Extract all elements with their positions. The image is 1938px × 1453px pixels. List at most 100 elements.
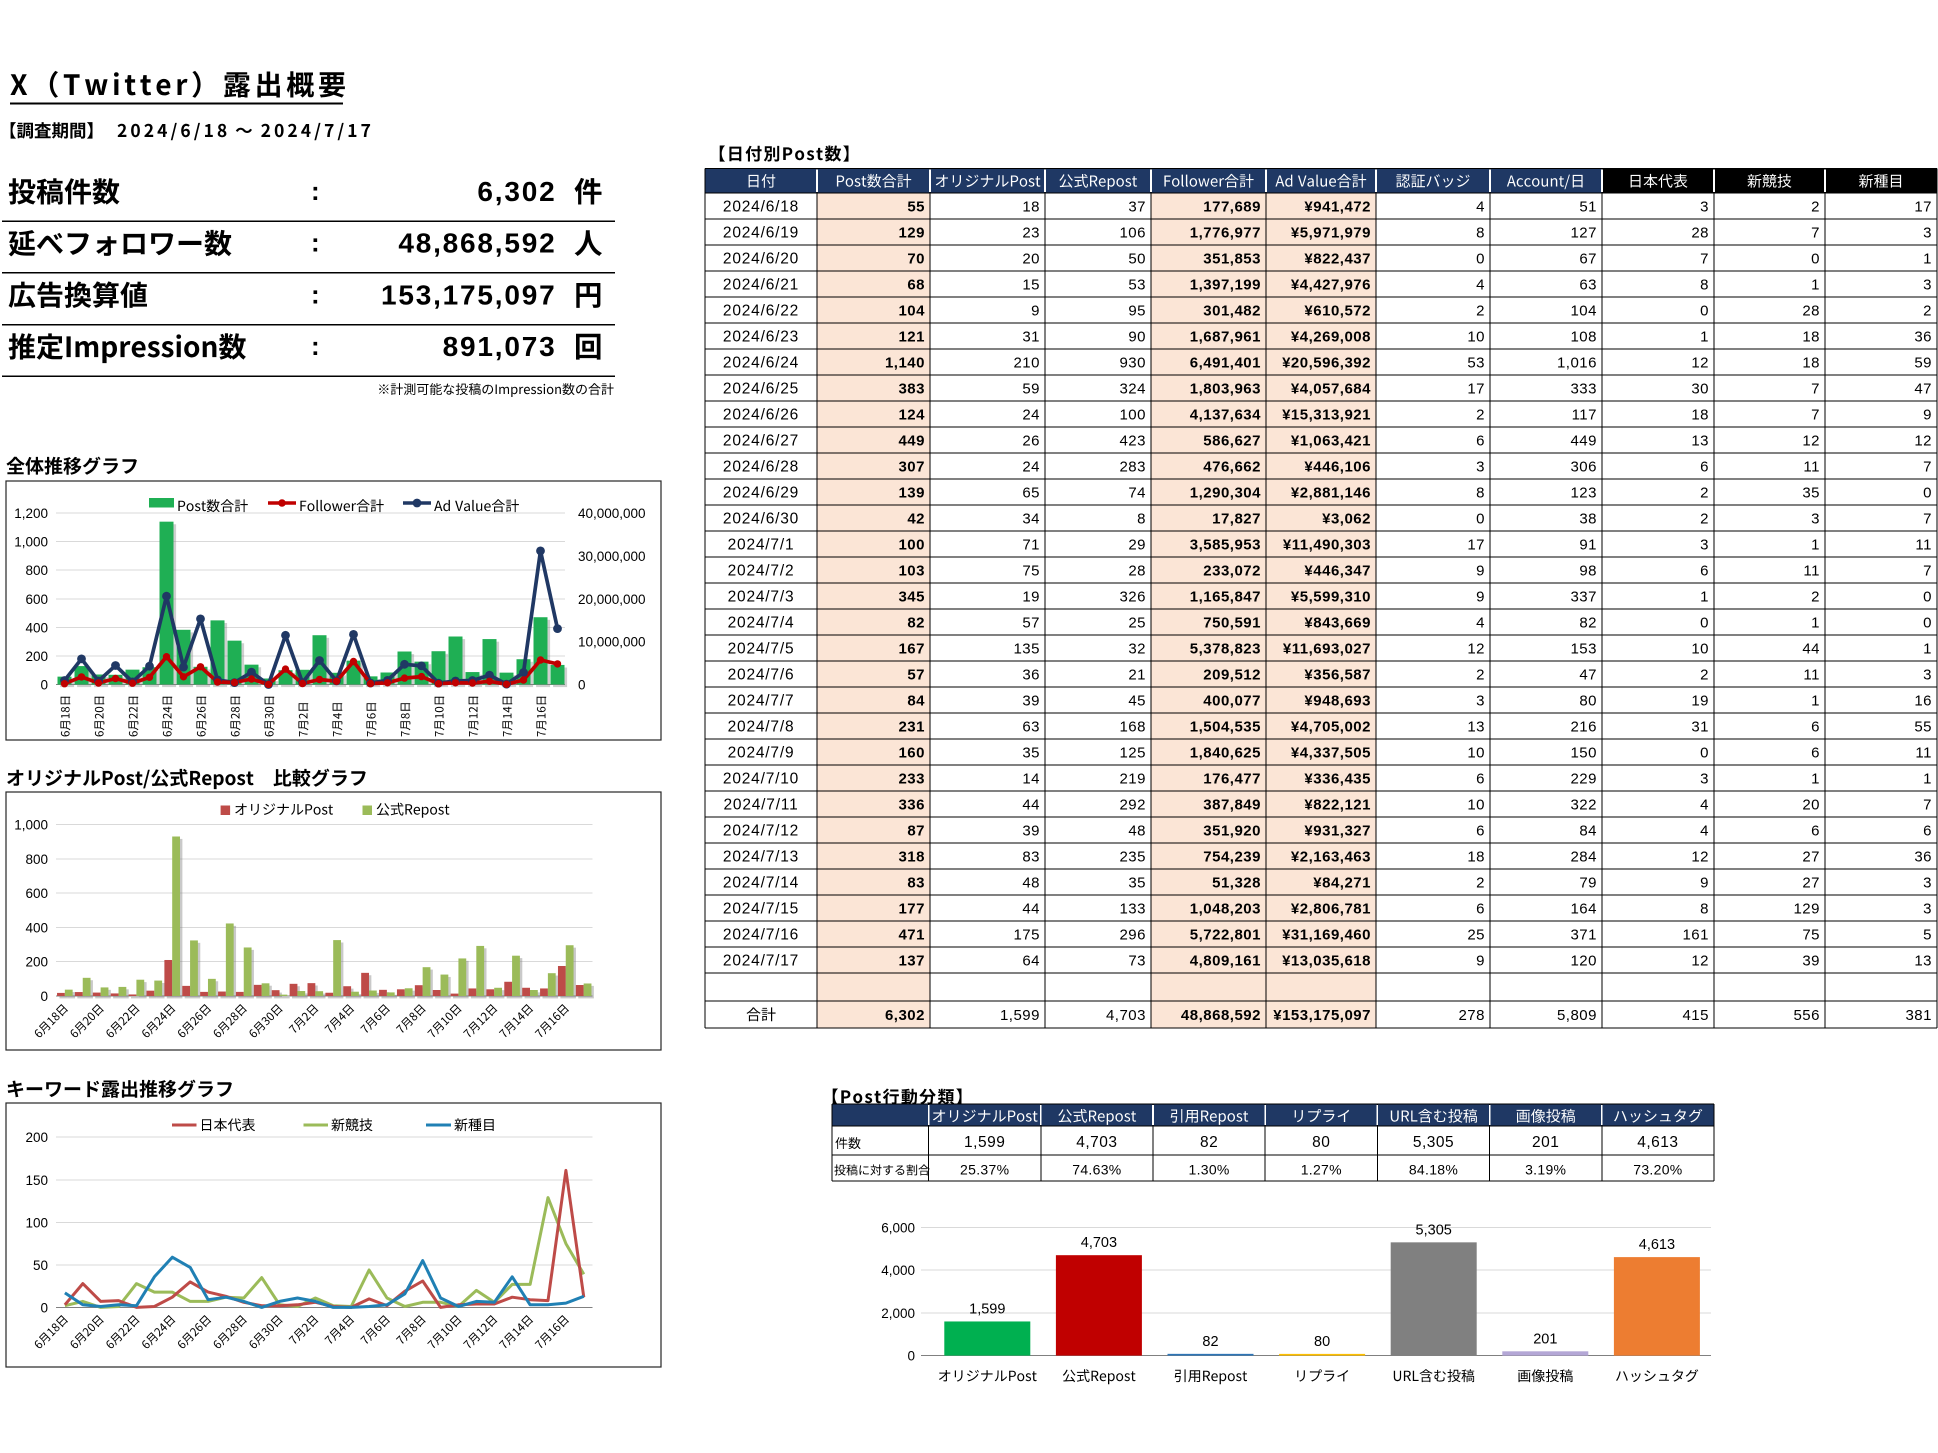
svg-text:415: 415 [1682,1007,1709,1024]
svg-text:13: 13 [1914,953,1932,970]
svg-text:8: 8 [1700,901,1709,918]
svg-text:12: 12 [1691,953,1709,970]
svg-text:12: 12 [1467,641,1485,658]
svg-text:3: 3 [1476,693,1485,710]
svg-text:449: 449 [898,433,925,450]
svg-text:2024/6/25: 2024/6/25 [723,381,799,398]
svg-text:24: 24 [1022,407,1040,424]
svg-text:1,803,963: 1,803,963 [1190,381,1261,398]
svg-text:2: 2 [1476,875,1485,892]
svg-text:4,613: 4,613 [1637,1134,1678,1151]
svg-text:104: 104 [898,303,925,320]
svg-text:400,077: 400,077 [1203,693,1261,710]
svg-text::: : [311,279,320,309]
svg-text:100: 100 [1119,407,1146,424]
svg-text:600: 600 [25,592,48,607]
svg-text:53: 53 [1467,355,1485,372]
svg-text:5,809: 5,809 [1557,1007,1597,1024]
svg-text:216: 216 [1570,719,1597,736]
svg-text:¥336,435: ¥336,435 [1304,771,1371,788]
svg-text:153: 153 [1570,641,1597,658]
svg-text:9: 9 [1476,953,1485,970]
svg-text:336: 336 [898,797,925,814]
svg-text:1,599: 1,599 [1000,1007,1040,1024]
svg-text:30: 30 [1691,381,1709,398]
svg-text:125: 125 [1119,745,1146,762]
svg-text:1,290,304: 1,290,304 [1190,485,1261,502]
svg-text:50: 50 [1128,251,1146,268]
svg-text:1,776,977: 1,776,977 [1190,225,1261,242]
svg-text:600: 600 [25,886,48,901]
svg-text:40,000,000: 40,000,000 [578,506,646,521]
svg-text:10: 10 [1467,745,1485,762]
svg-text:0: 0 [40,989,48,1004]
svg-text:476,662: 476,662 [1203,459,1261,476]
svg-text:175: 175 [1013,927,1040,944]
svg-text:104: 104 [1570,303,1597,320]
svg-text:400: 400 [25,620,48,635]
svg-text:326: 326 [1119,589,1146,606]
svg-text:¥3,062: ¥3,062 [1322,511,1371,528]
svg-text:84: 84 [907,693,925,710]
svg-text:¥2,163,463: ¥2,163,463 [1291,849,1371,866]
svg-text:7: 7 [1923,511,1932,528]
svg-text:82: 82 [1200,1134,1218,1151]
svg-text:¥4,269,008: ¥4,269,008 [1291,329,1371,346]
svg-text:8: 8 [1476,485,1485,502]
svg-text:36: 36 [1914,329,1932,346]
svg-text:10: 10 [1467,797,1485,814]
svg-text:2024/7/16: 2024/7/16 [723,927,799,944]
svg-text:4,703: 4,703 [1076,1134,1117,1151]
svg-text:31: 31 [1022,329,1040,346]
svg-text:¥4,427,976: ¥4,427,976 [1291,277,1371,294]
svg-text:161: 161 [1682,927,1709,944]
svg-text:754,239: 754,239 [1203,849,1261,866]
svg-text:1: 1 [1923,251,1932,268]
svg-text:387,849: 387,849 [1203,797,1261,814]
svg-text:91: 91 [1579,537,1597,554]
svg-text:3: 3 [1700,537,1709,554]
svg-text:1,599: 1,599 [969,1302,1005,1318]
svg-text:2024/7/6: 2024/7/6 [728,667,795,684]
svg-text:57: 57 [907,667,925,684]
svg-text:32: 32 [1128,641,1146,658]
svg-text:6: 6 [1476,771,1485,788]
svg-text:12: 12 [1802,433,1820,450]
svg-text:449: 449 [1570,433,1597,450]
svg-text:1,599: 1,599 [964,1134,1005,1151]
svg-text:0: 0 [1923,615,1932,632]
svg-text:318: 318 [898,849,925,866]
svg-text:48,868,592: 48,868,592 [398,228,556,259]
svg-text:14: 14 [1022,771,1040,788]
svg-text:121: 121 [898,329,925,346]
svg-text:7: 7 [1923,459,1932,476]
svg-text:292: 292 [1119,797,1146,814]
svg-text:2024/7/1: 2024/7/1 [728,537,795,554]
svg-text:150: 150 [25,1173,48,1188]
svg-text:0: 0 [1700,615,1709,632]
svg-text:201: 201 [1532,1134,1559,1151]
svg-text:2024/6/19: 2024/6/19 [723,225,799,242]
svg-text:79: 79 [1579,875,1597,892]
svg-text:0: 0 [40,678,48,693]
svg-text:100: 100 [898,537,925,554]
svg-text:17: 17 [1467,537,1485,554]
svg-text:133: 133 [1119,901,1146,918]
svg-text:4: 4 [1700,797,1709,814]
svg-text:307: 307 [898,459,925,476]
svg-text:2: 2 [1700,485,1709,502]
svg-text:371: 371 [1570,927,1597,944]
svg-text:2024/7/9: 2024/7/9 [728,745,795,762]
svg-text:8: 8 [1137,511,1146,528]
svg-text:82: 82 [1202,1334,1218,1350]
svg-text:471: 471 [898,927,925,944]
svg-text:6,302: 6,302 [885,1007,925,1024]
svg-text:556: 556 [1793,1007,1820,1024]
svg-text:0: 0 [1811,251,1820,268]
svg-text:139: 139 [898,485,925,502]
svg-text:11: 11 [1915,745,1932,762]
svg-text:2024/7/2: 2024/7/2 [728,563,795,580]
svg-text::: : [311,331,320,361]
svg-text:98: 98 [1579,563,1597,580]
svg-text:36: 36 [1022,667,1040,684]
